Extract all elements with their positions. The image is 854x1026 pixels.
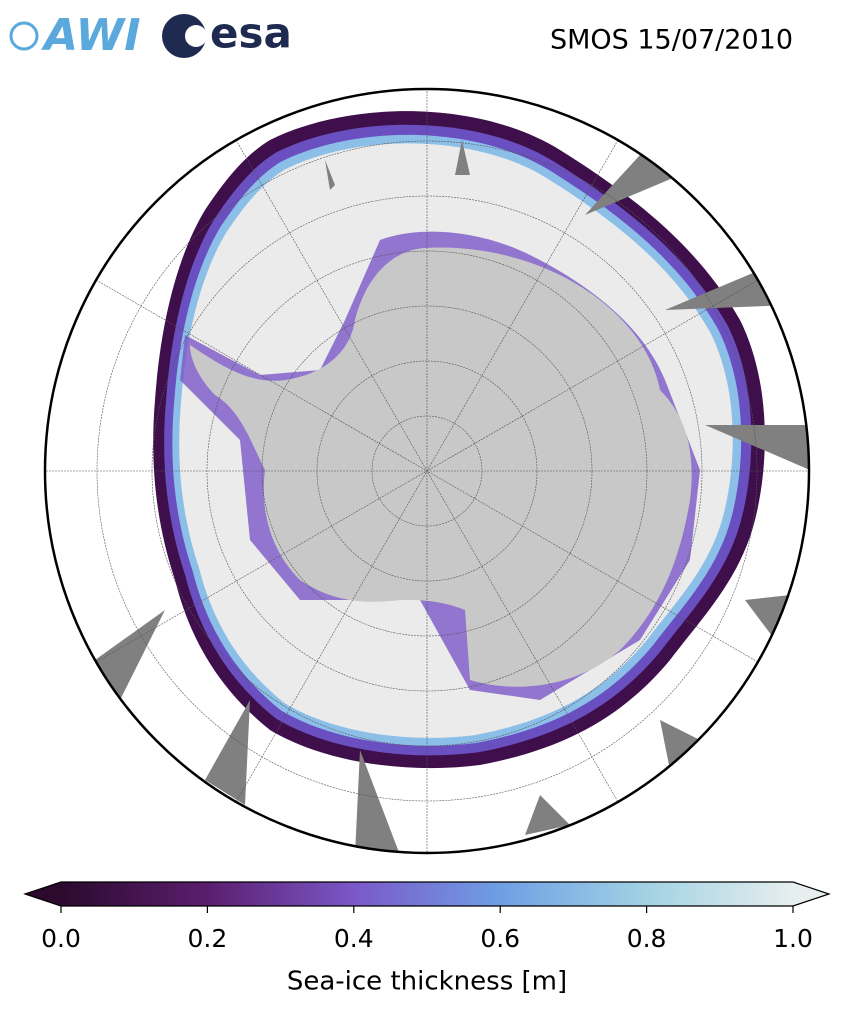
- esa-emblem-inner: [185, 25, 207, 47]
- esa-logo: esa: [162, 9, 292, 58]
- map-title: SMOS 15/07/2010: [550, 25, 793, 56]
- gap: [585, 155, 680, 215]
- colorbar-tick-label: 0.0: [41, 924, 81, 953]
- colorbar-tick-label: 0.8: [627, 924, 667, 953]
- gap: [705, 425, 809, 470]
- colorbar: [23, 881, 831, 907]
- colorbar-tick-label: 0.6: [480, 924, 520, 953]
- awi-globe: [9, 21, 39, 51]
- colorbar-tick-label: 1.0: [773, 924, 813, 953]
- gap: [355, 750, 400, 853]
- data-gaps: [95, 140, 809, 853]
- colorbar-tick-label: 0.2: [188, 924, 228, 953]
- gap: [95, 610, 165, 700]
- colorbar-extend-high: [793, 882, 829, 906]
- gap: [325, 160, 335, 190]
- awi-text: AWI: [41, 10, 141, 61]
- map: [45, 89, 809, 853]
- gap: [205, 700, 250, 805]
- esa-text: esa: [210, 9, 292, 58]
- gap: [525, 795, 570, 835]
- awi-logo: AWI: [9, 10, 141, 61]
- esa-emblem: [162, 14, 206, 58]
- map-frame: [43, 87, 811, 855]
- colorbar-extend-low: [25, 882, 61, 906]
- gap: [455, 140, 470, 175]
- gap: [660, 720, 700, 770]
- colorbar-label: Sea-ice thickness [m]: [287, 967, 567, 997]
- antarctica: [190, 247, 692, 687]
- graticule: [45, 89, 809, 853]
- colorbar-tick-label: 0.4: [334, 924, 374, 953]
- colorbar-ramp: [61, 882, 793, 906]
